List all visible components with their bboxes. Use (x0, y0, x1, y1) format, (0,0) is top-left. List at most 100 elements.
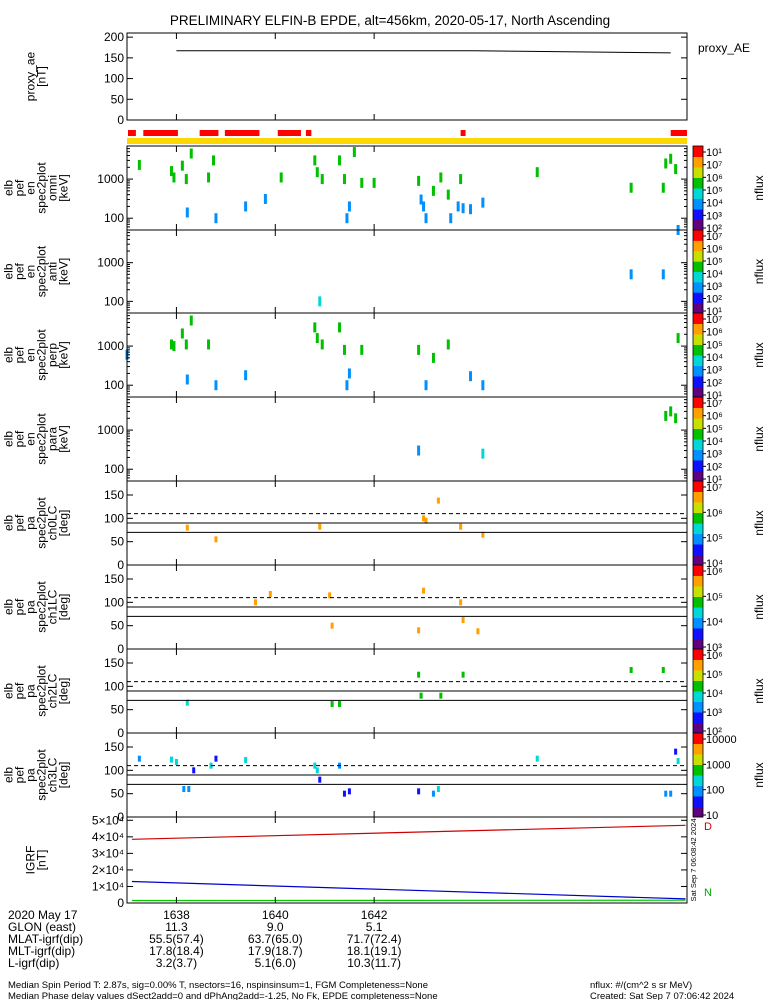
flux-cell (189, 315, 193, 326)
ephemeris-value: 3.2(3.7) (156, 956, 197, 970)
y-axis-label: elb (2, 767, 16, 783)
flux-cell (456, 201, 460, 212)
flux-cell (352, 147, 356, 158)
colorbar-segment (693, 397, 703, 408)
flux-cell (446, 189, 450, 200)
y-axis-label: elb (2, 180, 16, 196)
panel-frame (126, 396, 688, 482)
y-axis-label: pa (24, 684, 38, 698)
flux-cell (313, 155, 317, 166)
flux-cell (320, 339, 324, 350)
y-tick-label: 1000 (97, 423, 124, 437)
y-axis-label: [keV] (57, 174, 71, 201)
flux-cell (535, 755, 539, 762)
colorbar-segment (693, 292, 703, 304)
flux-cell (187, 786, 191, 792)
flux-cell (214, 213, 218, 224)
colorbar-segment (693, 250, 703, 262)
flux-cell (360, 344, 364, 355)
colorbar-segment (693, 230, 703, 241)
flux-cell (461, 203, 465, 214)
colorbar-segment (693, 365, 703, 377)
y-axis-label: [nT] (35, 850, 49, 871)
colorbar-segment (693, 617, 703, 629)
flux-cell (372, 177, 376, 188)
colorbar-segment (693, 481, 703, 492)
colorbar-tick-label: 10⁶ (706, 566, 723, 578)
colorbar-segment (693, 764, 703, 776)
flux-cell (169, 339, 173, 350)
y-axis-label: pef (13, 766, 27, 783)
colorbar-tick-label: 100 (706, 785, 724, 797)
ephemeris-date: 2020 May 17 (8, 908, 78, 922)
red-status-segment (199, 130, 219, 136)
y-axis-label: proxy_ae (24, 51, 38, 101)
flux-cell (137, 159, 141, 170)
colorbar-tick-label: 10⁶ (706, 507, 723, 519)
colorbar-tick-label: 10⁴ (706, 198, 723, 210)
flux-cell (185, 524, 189, 531)
colorbar-segment (693, 439, 703, 450)
colorbar-segment (693, 523, 703, 534)
flux-cell (330, 701, 334, 708)
y-axis-label: spec2plot (35, 329, 49, 381)
y-tick-label: 0 (117, 810, 124, 824)
y-tick-label: 0 (117, 726, 124, 740)
colorbar-segment (693, 712, 703, 723)
flux-cell (360, 177, 364, 188)
x-tick-label: 1642 (361, 908, 388, 922)
colorbar-tick-label: 10⁴ (706, 352, 723, 364)
colorbar-tick-label: 10² (706, 461, 722, 473)
colorbar-segment (693, 344, 703, 356)
colorbar-segment (693, 722, 703, 734)
flux-cell (417, 788, 421, 795)
colorbar-tick-label: 10⁷ (706, 482, 722, 494)
flux-cell (207, 172, 211, 183)
flux-cell (431, 790, 435, 797)
y-axis-label: spec2plot (35, 749, 49, 801)
colorbar-tick-label: 10¹ (706, 306, 722, 318)
colorbar-tick-label: 1000 (706, 759, 730, 771)
y-axis-label: [deg] (57, 510, 71, 537)
flux-cell (214, 380, 218, 391)
y-axis-label: spec2plot (35, 665, 49, 717)
flux-cell (318, 296, 322, 307)
ephemeris-row-label: MLT-igrf(dip) (8, 944, 75, 958)
y-axis-label: [deg] (57, 594, 71, 621)
flux-cell (629, 667, 633, 673)
colorbar-segment (693, 649, 703, 660)
flux-cell (244, 201, 248, 212)
flux-cell (315, 167, 319, 178)
colorbar-segment (693, 261, 703, 272)
panel-en_para: 1001000elbpefenspec2plotpara[keV]10¹10²1… (2, 396, 766, 486)
colorbar-segment (693, 785, 703, 797)
flux-cell (185, 374, 189, 385)
panel-frame (126, 229, 688, 314)
footer-flux-units: nflux: #/(cm^2 s sr MeV) (590, 980, 692, 991)
colorbar-tick-label: 10⁴ (706, 269, 723, 281)
colorbar-tick-label: 10⁵ (706, 591, 723, 603)
flux-cell (669, 790, 673, 797)
colorbar-tick-label: 10⁶ (706, 327, 723, 339)
colorbar-segment (693, 418, 703, 429)
ephemeris-value: 18.1(19.1) (347, 944, 402, 958)
colorbar-tick-label: 10² (706, 223, 722, 235)
y-axis-label: elb (2, 347, 16, 363)
y-tick-label: 1000 (97, 256, 124, 270)
colorbar-segment (693, 386, 703, 398)
flux-cell (676, 758, 680, 764)
ephemeris-value: 55.5(57.4) (149, 932, 204, 946)
y-tick-label: 1000 (97, 339, 124, 353)
colorbar-segment (693, 796, 703, 807)
colorbar-title: nflux (752, 175, 766, 200)
colorbar-segment (693, 638, 703, 650)
colorbar-segment (693, 775, 703, 786)
flux-cell (313, 762, 317, 769)
flux-cell (424, 380, 428, 391)
flux-cell (254, 599, 258, 606)
red-status-segment (670, 130, 687, 136)
ephemeris-value: 17.8(18.4) (149, 944, 204, 958)
colorbar-segment (693, 219, 703, 231)
y-tick-label: 150 (104, 740, 124, 754)
